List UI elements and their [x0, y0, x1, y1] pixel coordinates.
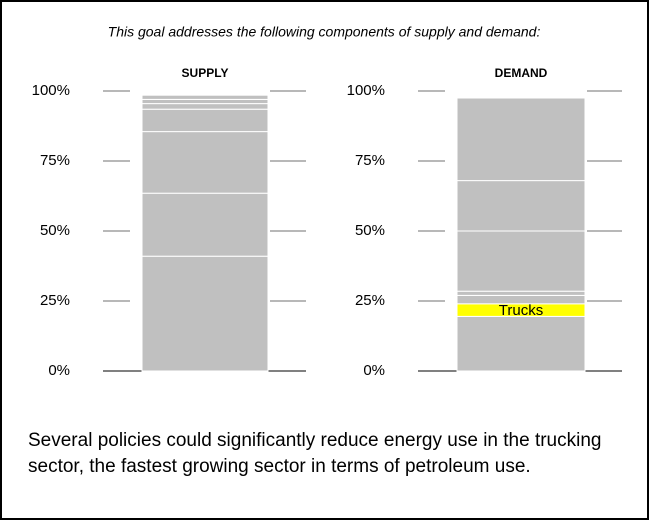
bar-segment: [456, 290, 586, 296]
y-tick-label: 75%: [40, 152, 70, 169]
bar-segment: [456, 230, 586, 292]
bar-segment: [141, 131, 269, 194]
description: Several policies could significantly red…: [28, 430, 602, 477]
y-tick-label: 50%: [355, 222, 385, 239]
segment-label: Trucks: [499, 302, 543, 319]
chart-title: SUPPLY: [182, 66, 229, 80]
y-tick-label: 100%: [347, 82, 385, 99]
y-tick-label: 50%: [40, 222, 70, 239]
y-tick-label: 25%: [40, 292, 70, 309]
bar-segment: [141, 103, 269, 110]
charts: This goal addresses the following compon…: [32, 24, 622, 379]
bar-segment: [141, 255, 269, 372]
bar-segment: [456, 180, 586, 232]
bar-segment: [141, 98, 269, 105]
bar-segment: [456, 97, 586, 182]
chart-title: DEMAND: [495, 66, 548, 80]
y-tick-label: 25%: [355, 292, 385, 309]
y-tick-label: 0%: [48, 362, 70, 379]
y-tick-label: 75%: [355, 152, 385, 169]
bar-segment: [456, 294, 586, 305]
bar-segment: [456, 315, 586, 372]
bar-segment: [141, 192, 269, 257]
bar-segment: [141, 108, 269, 133]
y-tick-label: 0%: [363, 362, 385, 379]
y-tick-label: 100%: [32, 82, 70, 99]
bar-segment: [141, 94, 269, 100]
caption: This goal addresses the following compon…: [108, 24, 541, 40]
